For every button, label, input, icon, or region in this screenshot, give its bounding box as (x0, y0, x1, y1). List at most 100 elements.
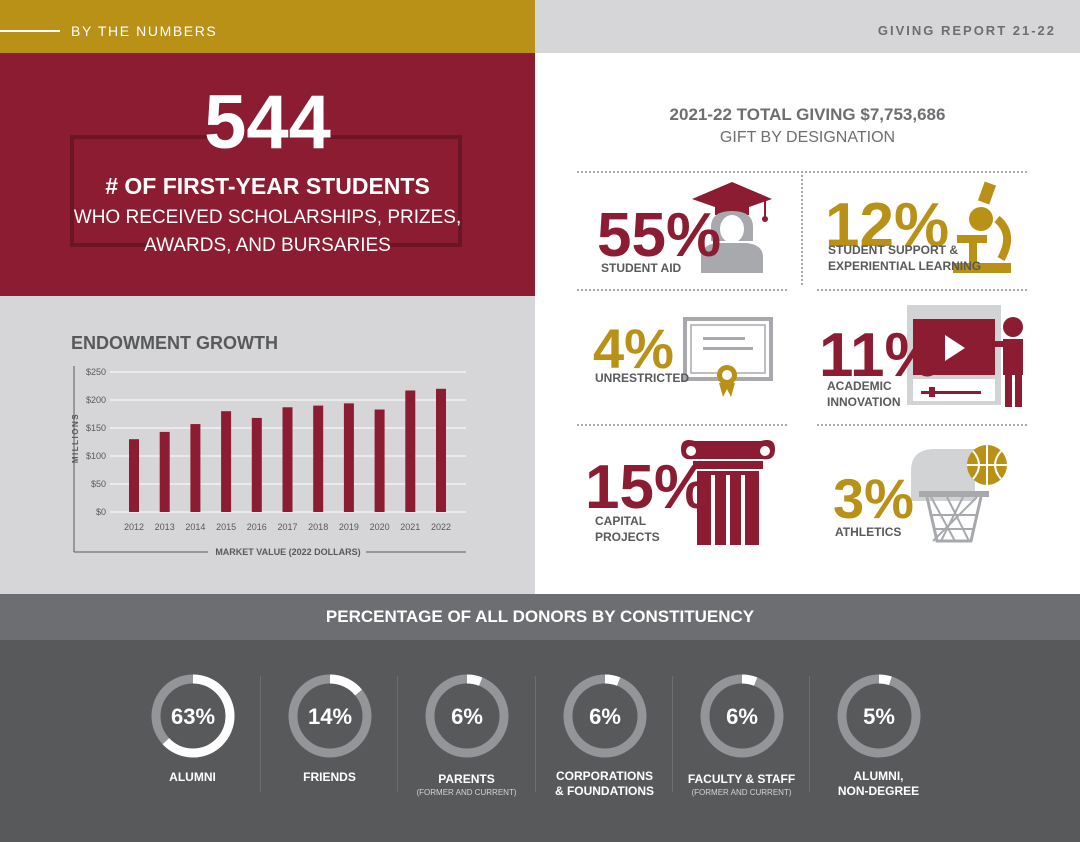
divider (577, 289, 787, 291)
bar-2012 (129, 439, 139, 512)
bar-2021 (405, 390, 416, 512)
y-tick-label: $100 (86, 451, 106, 461)
donor-sublabel: (FORMER AND CURRENT) (416, 788, 517, 797)
bar-2019 (343, 403, 354, 512)
y-tick-label: $250 (86, 367, 106, 377)
x-tick-label: 2012 (124, 522, 144, 532)
designation-pct: 4% (593, 317, 674, 380)
donut-arc (425, 674, 509, 758)
x-axis-label: MARKET VALUE (2022 DOLLARS) (215, 547, 360, 557)
donut-arc (151, 674, 235, 758)
column-icon (681, 440, 775, 545)
giving-subtitle: GIFT BY DESIGNATION (719, 129, 896, 146)
x-tick-label: 2015 (216, 522, 236, 532)
bar-2022 (436, 388, 446, 512)
designation-pct: 15% (585, 453, 710, 522)
x-tick-label: 2013 (155, 522, 175, 532)
donor-alumni: 63% ALUMNI (124, 672, 261, 812)
x-label-bg (208, 546, 366, 558)
donors-panel: PERCENTAGE OF ALL DONORS BY CONSTITUENCY… (0, 594, 1080, 842)
giving-title: 2021-22 TOTAL GIVING $7,753,686 (669, 105, 946, 124)
section-label: BY THE NUMBERS (71, 23, 218, 39)
header-rule (0, 30, 60, 32)
donut-value: 14% (308, 704, 352, 729)
bar-2020 (374, 409, 385, 512)
designation-label: PROJECTS (595, 530, 660, 544)
divider (817, 289, 1027, 291)
bar-2015 (221, 411, 232, 512)
divider (801, 175, 803, 285)
basketball-icon (911, 445, 1007, 543)
header-left-bar: BY THE NUMBERS (0, 0, 535, 53)
designation-label: ATHLETICS (835, 525, 902, 539)
y-tick-label: $0 (96, 507, 106, 517)
donor-label: & FOUNDATIONS (554, 784, 655, 798)
donor-alumni-non-degree: 5% ALUMNI, NON-DEGREE (810, 672, 947, 812)
donor-parents: 6% PARENTS (FORMER AND CURRENT) (398, 672, 535, 812)
designation-pct: 3% (833, 467, 914, 530)
endowment-chart: $0 $50 $100 $150 $200 $250 2012 2013 2014 2015 201… (71, 366, 466, 558)
donor-label: FACULTY & STAFF (687, 772, 796, 786)
x-tick-label: 2022 (431, 522, 451, 532)
divider (535, 676, 536, 792)
divider (672, 676, 673, 792)
x-tick-label: 2018 (308, 522, 328, 532)
presentation-icon (907, 305, 1023, 407)
giving-panel: 2021-22 TOTAL GIVING $7,753,686 GIFT BY … (535, 53, 1080, 594)
donor-label: NON-DEGREE (837, 784, 920, 798)
designation-label: ACADEMIC (827, 379, 892, 393)
hero-line-2: WHO RECEIVED SCHOLARSHIPS, PRIZES, (73, 207, 462, 228)
designation-label: CAPITAL (595, 514, 647, 528)
divider (577, 171, 1027, 173)
donut-value: 6% (451, 704, 483, 729)
report-label: GIVING REPORT 21-22 (877, 23, 1056, 38)
endowment-panel: ENDOWMENT GROWTH $0 $50 $100 $150 $200 $250 20… (0, 296, 535, 594)
hero-stat-panel: 544 # OF FIRST-YEAR STUDENTS WHO RECEIVE… (0, 53, 535, 296)
donor-label: CORPORATIONS (555, 769, 654, 783)
designation-label: STUDENT SUPPORT & (828, 243, 959, 257)
x-tick-label: 2020 (370, 522, 390, 532)
donor-corporations: 6% CORPORATIONS & FOUNDATIONS (536, 672, 673, 812)
donut-chart: 6% (425, 674, 509, 758)
divider (260, 676, 261, 792)
donor-friends: 14% FRIENDS (261, 672, 398, 812)
y-tick-label: $50 (91, 479, 106, 489)
graduate-icon (692, 182, 772, 273)
donor-sublabel: (FORMER AND CURRENT) (691, 788, 792, 797)
designation-pct: 11% (819, 321, 940, 390)
donor-label: ALUMNI (169, 770, 216, 784)
hero-line-3: AWARDS, AND BURSARIES (144, 235, 391, 256)
bar-2016 (251, 417, 262, 512)
hero-line-1: # OF FIRST-YEAR STUDENTS (105, 173, 430, 199)
divider (817, 424, 1027, 426)
chart-title: ENDOWMENT GROWTH (71, 333, 278, 353)
donut-chart: 5% (837, 674, 921, 758)
donut-value: 5% (863, 704, 895, 729)
header-right-bar: GIVING REPORT 21-22 (535, 0, 1080, 53)
x-tick-label: 2014 (185, 522, 205, 532)
donut-value: 63% (171, 704, 215, 729)
bar-2014 (190, 424, 201, 512)
donut-value: 6% (589, 704, 621, 729)
donors-header-band (0, 594, 1080, 640)
donut-chart: 6% (563, 674, 647, 758)
donut-arc (288, 674, 372, 758)
bar-2018 (313, 405, 324, 512)
y-tick-label: $150 (86, 423, 106, 433)
designation-label: STUDENT AID (601, 261, 682, 275)
donor-label: FRIENDS (303, 770, 356, 784)
donor-label: PARENTS (438, 772, 495, 786)
y-axis-label: MILLIONS (71, 413, 80, 463)
donut-chart: 63% (151, 674, 235, 758)
x-tick-label: 2019 (339, 522, 359, 532)
donor-faculty-staff: 6% FACULTY & STAFF (FORMER AND CURRENT) (673, 672, 810, 812)
donut-chart: 14% (288, 674, 372, 758)
designation-label: UNRESTRICTED (595, 371, 690, 385)
donut-arc (837, 674, 921, 758)
donor-label: ALUMNI, (853, 769, 904, 783)
designation-label: EXPERIENTIAL LEARNING (828, 259, 982, 273)
x-tick-label: 2016 (247, 522, 267, 532)
y-tick-label: $200 (86, 395, 106, 405)
hero-number: 544 (204, 80, 331, 165)
x-tick-label: 2017 (277, 522, 297, 532)
